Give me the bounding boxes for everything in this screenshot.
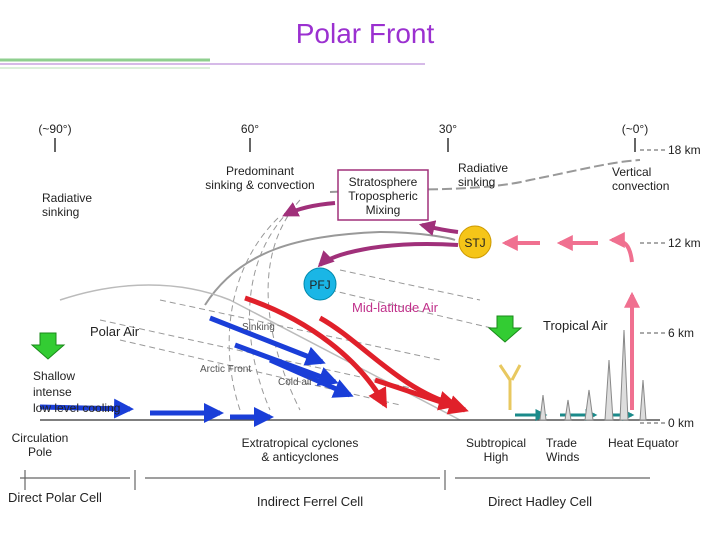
small-label: Arctic Front bbox=[200, 364, 251, 375]
text-label: intense bbox=[33, 385, 72, 399]
latitude-label: 30° bbox=[439, 122, 457, 136]
text-label: low level cooling bbox=[33, 401, 120, 415]
height-label: 0 km bbox=[668, 416, 694, 430]
latitude-label: 60° bbox=[241, 122, 259, 136]
text-label: Radiative bbox=[458, 161, 508, 175]
bottom-label: Subtropical bbox=[466, 436, 526, 450]
small-label: Sinking bbox=[242, 322, 275, 333]
cell-label: Direct Polar Cell bbox=[8, 490, 102, 505]
air-label: Mid-latitude Air bbox=[352, 300, 439, 315]
bottom-label: Circulation bbox=[12, 431, 69, 445]
bottom-label: Extratropical cyclones bbox=[242, 436, 359, 450]
text-label: sinking bbox=[458, 175, 495, 189]
text-label: Tropospheric bbox=[348, 189, 418, 203]
small-label: Cold air bbox=[278, 377, 313, 388]
text-label: Shallow bbox=[33, 369, 75, 383]
air-label: Tropical Air bbox=[543, 318, 608, 333]
cell-label: Indirect Ferrel Cell bbox=[257, 494, 363, 509]
height-label: 6 km bbox=[668, 326, 694, 340]
height-label: 12 km bbox=[668, 236, 701, 250]
diagram-shapes bbox=[20, 138, 665, 490]
bottom-label: Heat Equator bbox=[608, 436, 679, 450]
text-label: Stratosphere bbox=[349, 175, 418, 189]
jet-label: STJ bbox=[464, 236, 485, 250]
text-label: Mixing bbox=[366, 203, 401, 217]
title: Polar Front bbox=[296, 18, 435, 49]
jet-label: PFJ bbox=[309, 278, 330, 292]
latitude-label: (~90°) bbox=[38, 122, 71, 136]
cell-label: Direct Hadley Cell bbox=[488, 494, 592, 509]
bottom-label: High bbox=[484, 450, 509, 464]
text-label: Vertical bbox=[612, 165, 651, 179]
text-label: convection bbox=[612, 179, 669, 193]
height-label: 18 km bbox=[668, 143, 701, 157]
title-rule bbox=[0, 58, 425, 69]
air-label: Polar Air bbox=[90, 324, 140, 339]
bottom-label: Trade bbox=[546, 436, 577, 450]
text-label: Radiative bbox=[42, 191, 92, 205]
bottom-label: Winds bbox=[546, 450, 579, 464]
latitude-label: (~0°) bbox=[622, 122, 648, 136]
bottom-label: & anticyclones bbox=[261, 450, 338, 464]
text-label: sinking & convection bbox=[205, 178, 314, 192]
bottom-label: Pole bbox=[28, 445, 52, 459]
text-label: Predominant bbox=[226, 164, 295, 178]
labels: (~90°) 60° 30° (~0°) 18 km 12 km 6 km 0 km Radia… bbox=[8, 122, 701, 509]
text-label: sinking bbox=[42, 205, 79, 219]
